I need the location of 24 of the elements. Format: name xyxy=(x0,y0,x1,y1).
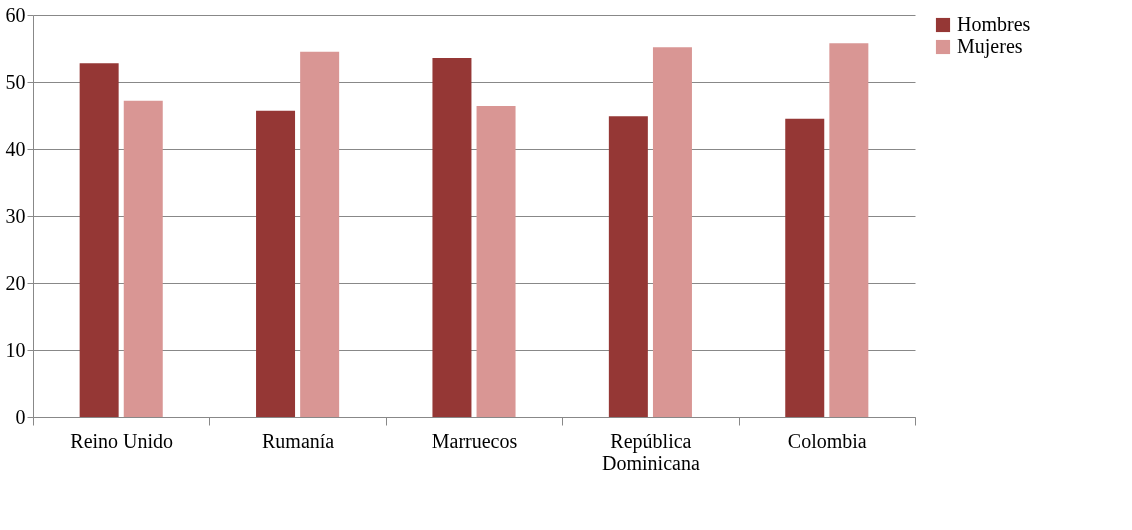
x-tick-label: Rumanía xyxy=(261,429,335,452)
y-tick-label: 60 xyxy=(5,3,26,26)
y-tick-label: 50 xyxy=(5,70,26,93)
bar xyxy=(300,51,340,417)
y-tick-label: 10 xyxy=(5,338,26,361)
y-tick-label: 40 xyxy=(5,137,26,160)
legend-label: Hombres xyxy=(957,13,1031,35)
bar xyxy=(79,63,119,417)
legend-label: Mujeres xyxy=(957,35,1023,58)
x-tick-label: República Dominicana xyxy=(602,429,700,474)
y-tick-label: 30 xyxy=(5,204,26,227)
y-tick-label: 20 xyxy=(5,271,26,294)
bar xyxy=(652,47,692,417)
x-tick-label: Marruecos xyxy=(431,429,518,452)
bar xyxy=(123,100,163,417)
bar xyxy=(476,106,516,417)
y-tick-label: 0 xyxy=(15,405,26,428)
bar xyxy=(608,116,648,417)
x-tick-label: Colombia xyxy=(787,429,867,452)
bar xyxy=(432,57,472,417)
x-tick-label: Reino Unido xyxy=(70,429,174,452)
bar xyxy=(829,43,869,417)
bar xyxy=(256,110,296,417)
bar xyxy=(785,118,825,417)
